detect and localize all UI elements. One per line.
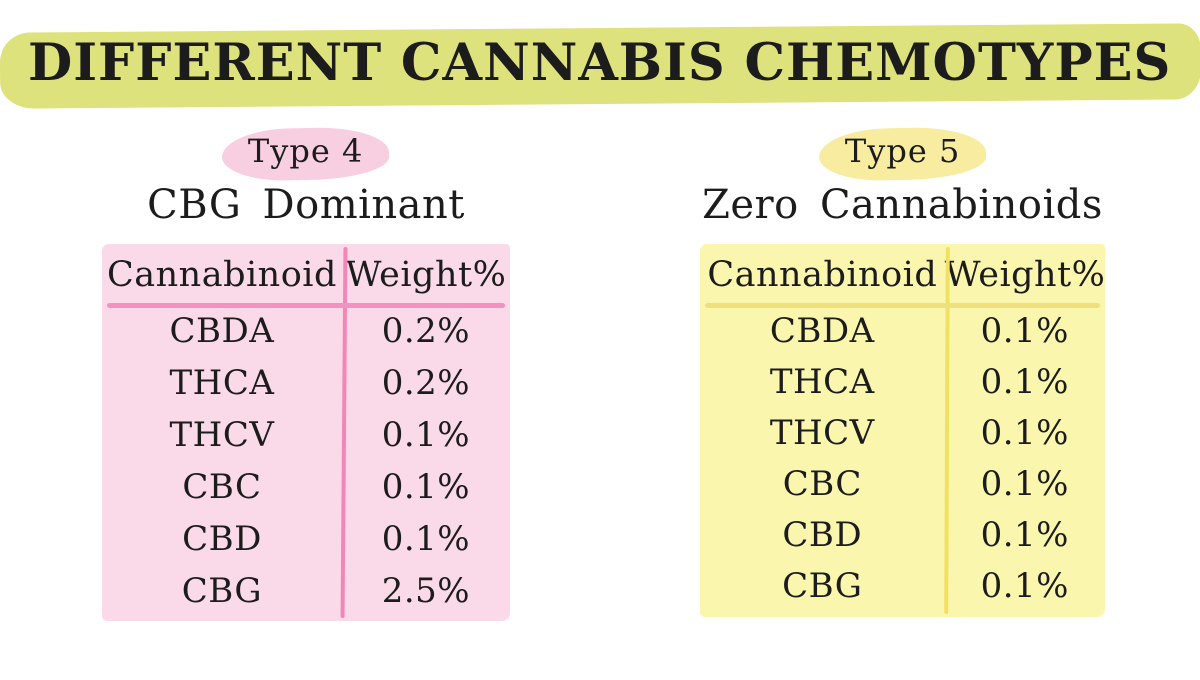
type4-section: Type 4 CBG Dominant Cannabinoid Weight% … xyxy=(102,126,510,621)
cannabinoid-cell: THCV xyxy=(769,412,875,453)
type5-table: Cannabinoid Weight% CBDA 0.1% THCA 0.1% … xyxy=(700,244,1105,617)
weight-cell: 2.5% xyxy=(381,571,471,611)
table-header-row: Cannabinoid Weight% xyxy=(700,244,1105,305)
column-header-weight: Weight% xyxy=(345,254,507,295)
weight-cell: 0.1% xyxy=(381,519,471,559)
table-row: CBDA 0.1% xyxy=(700,305,1105,356)
cannabinoid-cell: CBC xyxy=(182,467,262,507)
cannabinoid-cell: CBC xyxy=(782,463,862,504)
table-row: CBC 0.1% xyxy=(102,461,510,513)
table-row: THCV 0.1% xyxy=(102,409,510,461)
type5-section: Type 5 Zero Cannabinoids Cannabinoid Wei… xyxy=(700,126,1105,617)
cannabinoid-cell: THCV xyxy=(169,415,275,455)
cannabinoid-cell: CBDA xyxy=(769,310,875,351)
weight-cell: 0.1% xyxy=(381,467,471,507)
table-row: THCA 0.2% xyxy=(102,357,510,409)
type4-label: Type 4 xyxy=(248,132,364,171)
type4-subtitle: CBG Dominant xyxy=(147,182,465,228)
cannabinoid-cell: THCA xyxy=(769,361,875,402)
cannabinoid-cell: CBG xyxy=(181,571,263,611)
weight-cell: 0.1% xyxy=(980,412,1069,453)
type5-label: Type 5 xyxy=(844,132,961,171)
table-row: THCA 0.1% xyxy=(700,356,1105,407)
weight-cell: 0.2% xyxy=(381,311,471,351)
weight-cell: 0.1% xyxy=(381,415,471,455)
title-section: DIFFERENT CANNABIS CHEMOTYPES xyxy=(0,23,1200,109)
column-header-cannabinoid: Cannabinoid xyxy=(106,254,337,295)
table-row: CBD 0.1% xyxy=(700,509,1105,560)
type4-highlight-marker: Type 4 xyxy=(221,126,391,182)
type4-table: Cannabinoid Weight% CBDA 0.2% THCA 0.2% … xyxy=(102,244,510,621)
cannabinoid-cell: CBD xyxy=(782,514,863,555)
table-row: CBDA 0.2% xyxy=(102,305,510,357)
type5-highlight-marker: Type 5 xyxy=(818,126,987,182)
type5-subtitle: Zero Cannabinoids xyxy=(702,182,1103,228)
table-row: THCV 0.1% xyxy=(700,407,1105,458)
weight-cell: 0.1% xyxy=(980,514,1069,555)
cannabinoid-cell: CBD xyxy=(182,519,262,559)
table-row: CBD 0.1% xyxy=(102,513,510,565)
page-title: DIFFERENT CANNABIS CHEMOTYPES xyxy=(27,33,1172,94)
weight-cell: 0.1% xyxy=(980,361,1069,402)
type5-label-line: Type 5 xyxy=(700,126,1105,182)
table-row: CBG 2.5% xyxy=(102,565,510,617)
cannabinoid-cell: CBDA xyxy=(169,311,275,351)
weight-cell: 0.1% xyxy=(980,310,1069,351)
type4-header-underline xyxy=(107,303,505,308)
cannabinoid-cell: THCA xyxy=(169,363,275,403)
weight-cell: 0.1% xyxy=(980,463,1069,504)
weight-cell: 0.2% xyxy=(381,363,471,403)
column-header-weight: Weight% xyxy=(944,254,1106,295)
type5-header-underline xyxy=(705,303,1100,308)
type4-label-line: Type 4 xyxy=(102,126,510,182)
column-header-cannabinoid: Cannabinoid xyxy=(707,254,938,295)
table-row: CBG 0.1% xyxy=(700,560,1105,611)
weight-cell: 0.1% xyxy=(980,565,1069,606)
table-header-row: Cannabinoid Weight% xyxy=(102,244,510,305)
cannabinoid-cell: CBG xyxy=(782,565,863,606)
title-highlight-marker: DIFFERENT CANNABIS CHEMOTYPES xyxy=(0,23,1200,109)
table-row: CBC 0.1% xyxy=(700,458,1105,509)
